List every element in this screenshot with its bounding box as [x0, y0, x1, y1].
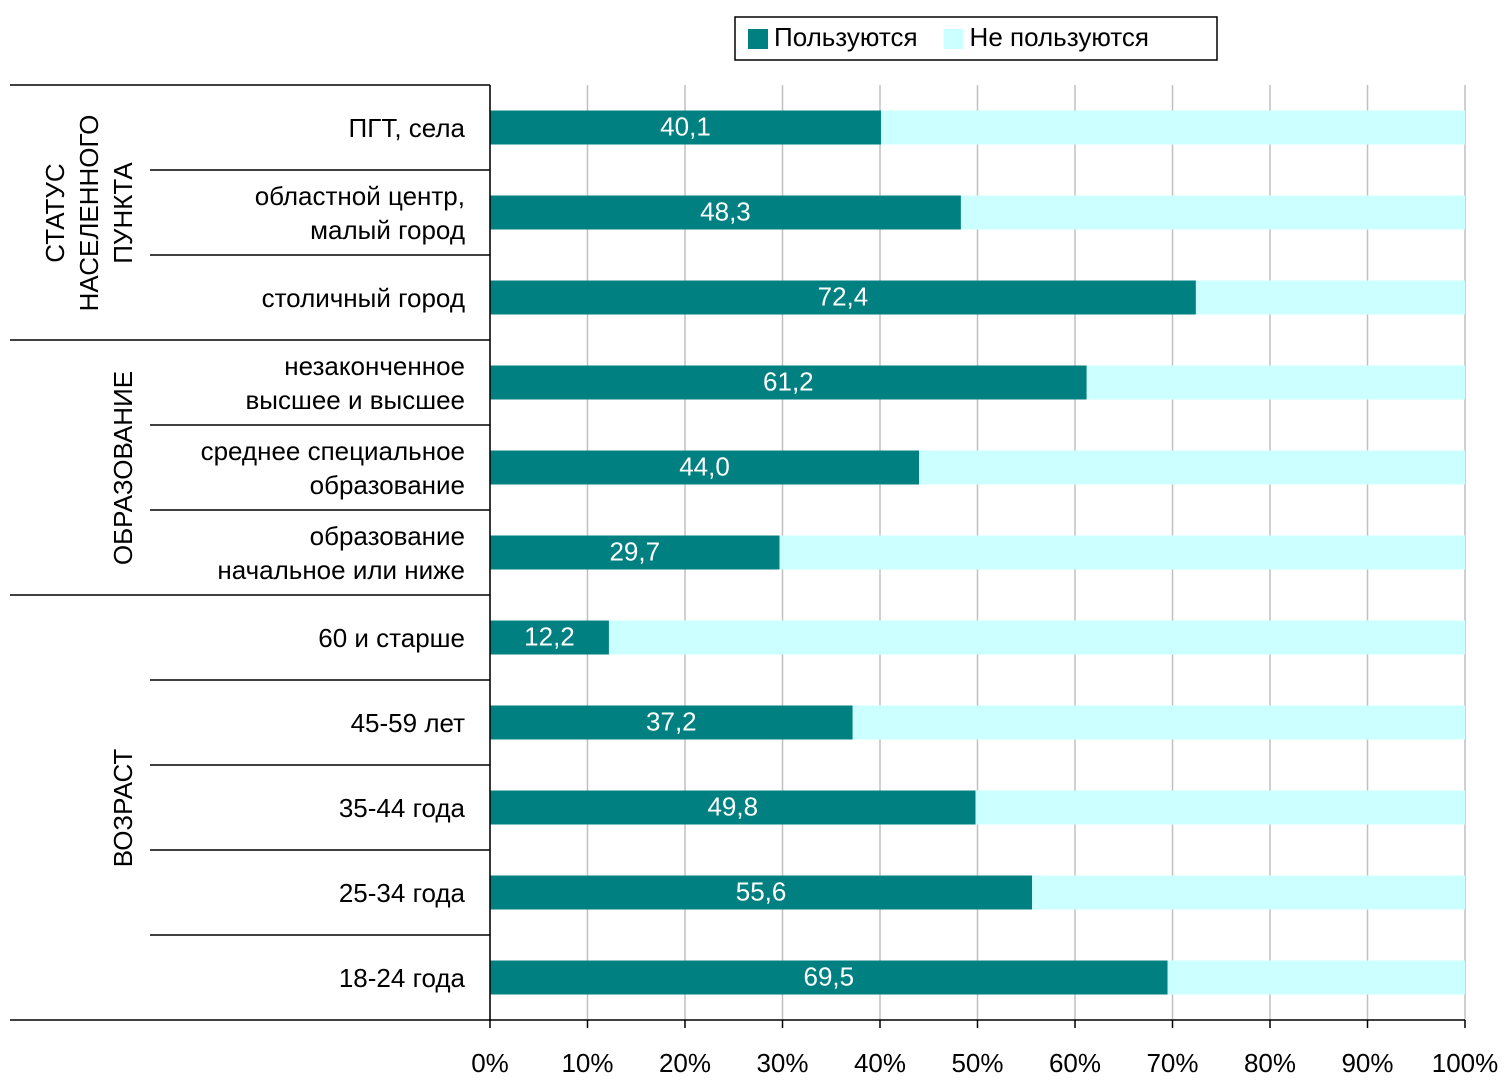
category-label: 35-44 года: [338, 792, 465, 823]
x-tick-label: 100%: [1432, 1048, 1499, 1078]
bar-segment: [919, 450, 1465, 485]
bar-segment: [490, 620, 609, 655]
group-label: СТАТУС НАСЕЛЕННОГО ПУНКТА: [40, 114, 138, 311]
bar-segment: [608, 620, 1465, 655]
bar-segment: [490, 450, 919, 485]
bar-segment: [852, 705, 1465, 740]
value-label: 37,2: [646, 706, 697, 736]
x-tick-label: 90%: [1341, 1048, 1393, 1078]
value-label: 29,7: [609, 536, 660, 566]
x-tick-label: 0%: [471, 1048, 509, 1078]
category-label: 25-34 года: [338, 877, 465, 908]
bar-segment: [490, 280, 1196, 315]
bar-segment: [490, 365, 1087, 400]
legend-label: Пользуются: [774, 22, 918, 52]
bar-segment: [490, 535, 780, 570]
value-label: 61,2: [763, 366, 814, 396]
x-tick-label: 60%: [1049, 1048, 1101, 1078]
x-tick-label: 30%: [756, 1048, 808, 1078]
bar-segment: [1195, 280, 1465, 315]
value-label: 40,1: [660, 111, 711, 141]
bar-segment: [490, 195, 961, 230]
bar-segment: [779, 535, 1465, 570]
value-label: 49,8: [707, 791, 758, 821]
value-label: 72,4: [818, 281, 869, 311]
x-tick-label: 50%: [951, 1048, 1003, 1078]
legend-swatch: [943, 29, 964, 49]
x-tick-label: 10%: [561, 1048, 613, 1078]
x-tick-label: 80%: [1244, 1048, 1296, 1078]
value-label: 69,5: [804, 961, 855, 991]
legend-swatch: [748, 29, 768, 49]
category-label: ПГТ, села: [348, 112, 465, 143]
x-tick-label: 20%: [659, 1048, 711, 1078]
bar-segment: [1167, 960, 1465, 995]
bar-segment: [490, 705, 853, 740]
category-label: незаконченное высшее и высшее: [245, 350, 465, 415]
value-label: 48,3: [700, 196, 751, 226]
value-label: 12,2: [524, 621, 575, 651]
bar-segment: [1032, 875, 1465, 910]
bar-segment: [490, 875, 1033, 910]
category-label: 18-24 года: [338, 962, 465, 993]
bar-segment: [880, 110, 1465, 145]
category-label: 45-59 лет: [350, 707, 465, 738]
bar-segment: [975, 790, 1465, 825]
category-label: среднее специальное образование: [200, 435, 465, 500]
legend-label: Не пользуются: [970, 22, 1149, 52]
category-label: 60 и старше: [318, 622, 465, 653]
category-label: областной центр, малый город: [254, 180, 465, 245]
group-label: ВОЗРАСТ: [108, 748, 138, 867]
category-label: образование начальное или ниже: [217, 520, 465, 585]
x-tick-label: 40%: [854, 1048, 906, 1078]
category-label: столичный город: [261, 282, 465, 313]
group-label: ОБРАЗОВАНИЕ: [108, 370, 138, 565]
value-label: 55,6: [736, 876, 787, 906]
x-tick-label: 70%: [1146, 1048, 1198, 1078]
legend-box: [734, 16, 1218, 61]
bar-segment: [490, 960, 1168, 995]
bar-segment: [960, 195, 1465, 230]
bar-segment: [1086, 365, 1465, 400]
bar-segment: [490, 110, 881, 145]
bar-segment: [490, 790, 976, 825]
value-label: 44,0: [679, 451, 730, 481]
